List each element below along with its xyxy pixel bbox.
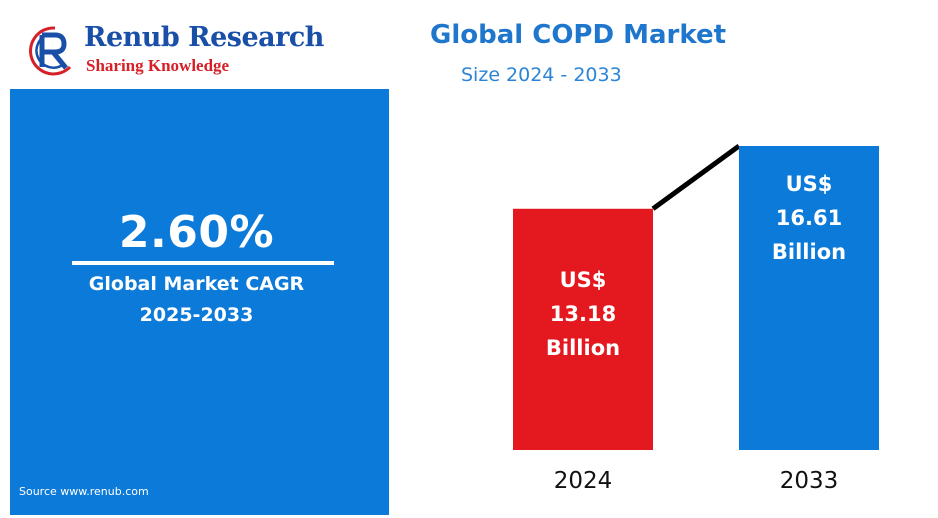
cagr-label: Global Market CAGR: [88, 273, 305, 295]
chart-title: Global COPD Market: [430, 20, 727, 50]
bar-label-2024-line1: US$: [560, 268, 607, 292]
bar-label-2024-line2: 13.18: [550, 302, 616, 326]
x-tick-2024: 2024: [554, 468, 613, 494]
bar-label-2033-line3: Billion: [772, 240, 846, 264]
trend-connector-line: [651, 143, 741, 211]
bar-2033: [739, 146, 879, 450]
logo-tagline: Sharing Knowledge: [86, 56, 230, 75]
bar-label-2033-line1: US$: [786, 172, 833, 196]
renub-logo-icon: [29, 26, 72, 76]
bar-2024: [513, 208, 653, 450]
cagr-value: 2.60%: [118, 207, 275, 258]
source-note: Source www.renub.com: [19, 485, 149, 498]
bar-label-2033-line2: 16.61: [776, 206, 842, 230]
chart-subtitle: Size 2024 - 2033: [461, 64, 622, 86]
cagr-divider: [72, 261, 334, 265]
cagr-panel: 2.60% Global Market CAGR 2025-2033 Sourc…: [10, 89, 389, 515]
logo-name: Renub Research: [84, 22, 324, 53]
bar-label-2024-line3: Billion: [546, 336, 620, 360]
cagr-period: 2025-2033: [139, 304, 254, 326]
renub-logo: Renub Research Sharing Knowledge: [22, 20, 324, 82]
x-tick-2033: 2033: [780, 468, 839, 494]
